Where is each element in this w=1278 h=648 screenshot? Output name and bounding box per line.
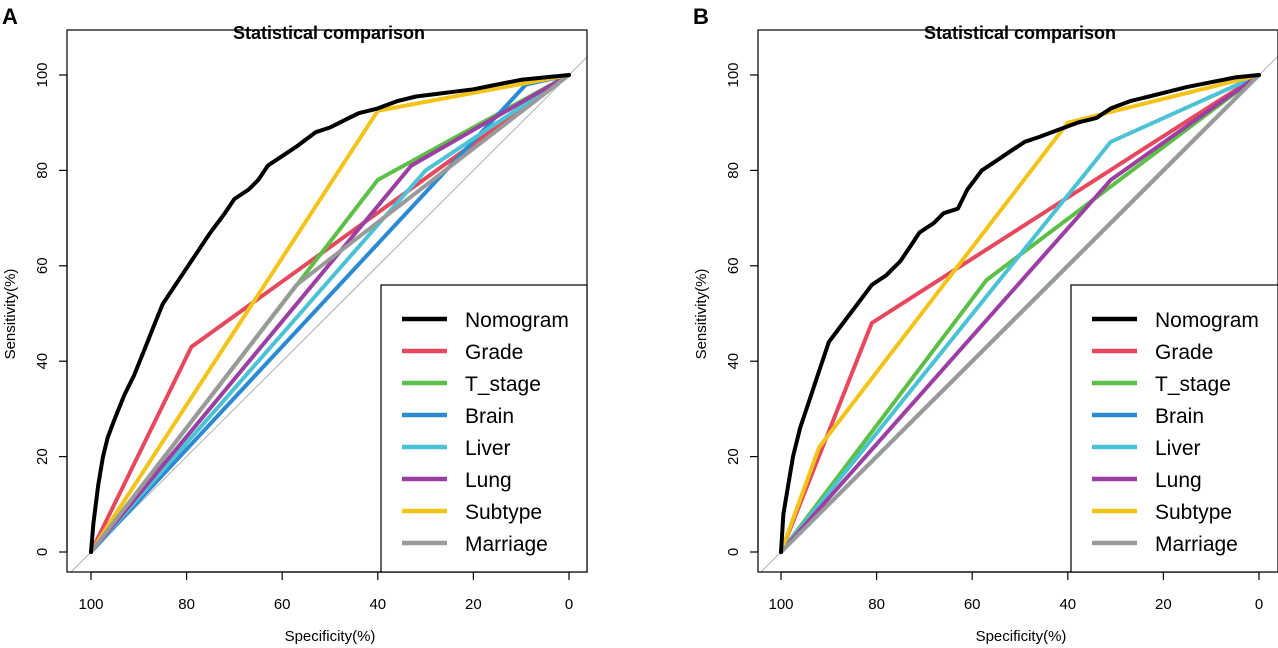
legend-label-subtype: Subtype xyxy=(465,501,542,524)
x-tick-label: 60 xyxy=(964,596,981,613)
legend-label-grade: Grade xyxy=(465,341,523,364)
y-tick-label: 100 xyxy=(725,62,742,87)
series-line-t-stage xyxy=(779,73,1261,554)
legend-label-liver: Liver xyxy=(465,437,511,460)
legend-label-nomogram: Nomogram xyxy=(1155,309,1259,332)
x-axis-label: Specificity(%) xyxy=(285,628,376,645)
y-tick-label: 40 xyxy=(725,353,742,370)
series-line-liver xyxy=(89,73,571,554)
series-line-nomogram xyxy=(779,73,1261,554)
x-tick-label: 0 xyxy=(565,596,573,613)
legend-box xyxy=(380,284,588,573)
x-tick-label: 20 xyxy=(1155,596,1172,613)
chart-title: Statistical comparison xyxy=(924,23,1116,43)
panel-a: A Statistical comparison 0 20 40 60 80 100 Sensi… xyxy=(2,4,588,645)
legend-label-marriage: Marriage xyxy=(1155,533,1238,556)
y-axis-label: Sensitivity(%) xyxy=(2,269,19,360)
series-line-marriage xyxy=(779,73,1261,554)
legend: Nomogram Grade T_stage Brain Liver Lung Subtyp… xyxy=(1070,284,1278,573)
legend-box xyxy=(1070,284,1278,573)
y-tick-label: 60 xyxy=(725,257,742,274)
series-line-subtype xyxy=(779,73,1261,554)
panel-b: B Statistical comparison 0 20 40 60 80 100 Sensi… xyxy=(693,4,1278,645)
y-tick-label: 60 xyxy=(34,257,51,274)
legend-label-brain: Brain xyxy=(1155,405,1204,428)
y-tick-label: 0 xyxy=(725,548,742,556)
y-tick-label: 40 xyxy=(34,353,51,370)
series-line-grade xyxy=(779,73,1261,554)
series-line-lung xyxy=(89,73,571,554)
legend-label-lung: Lung xyxy=(465,469,512,492)
y-tick-label: 80 xyxy=(34,162,51,179)
y-tick-label: 20 xyxy=(725,448,742,465)
legend-label-brain: Brain xyxy=(465,405,514,428)
x-tick-label: 100 xyxy=(78,596,103,613)
series-line-subtype xyxy=(89,73,571,554)
series-line-marriage xyxy=(89,73,571,554)
panel-label: A xyxy=(2,4,18,29)
legend-label-liver: Liver xyxy=(1155,437,1201,460)
x-tick-label: 80 xyxy=(868,596,885,613)
x-tick-label: 20 xyxy=(465,596,482,613)
x-tick-label: 0 xyxy=(1255,596,1263,613)
y-tick-label: 20 xyxy=(34,448,51,465)
legend-label-nomogram: Nomogram xyxy=(465,309,569,332)
y-tick-label: 100 xyxy=(34,62,51,87)
x-tick-label: 60 xyxy=(274,596,291,613)
series-line-grade xyxy=(89,73,571,554)
x-tick-label: 80 xyxy=(178,596,195,613)
legend-label-lung: Lung xyxy=(1155,469,1202,492)
chart-title: Statistical comparison xyxy=(233,23,425,43)
legend-label-t-stage: T_stage xyxy=(1155,373,1231,396)
legend-label-subtype: Subtype xyxy=(1155,501,1232,524)
x-tick-label: 40 xyxy=(1059,596,1076,613)
x-tick-label: 100 xyxy=(768,596,793,613)
legend-label-grade: Grade xyxy=(1155,341,1213,364)
panel-label: B xyxy=(693,4,709,29)
y-tick-label: 80 xyxy=(725,162,742,179)
series-line-liver xyxy=(779,73,1261,554)
legend: Nomogram Grade T_stage Brain Liver Lung Subtyp… xyxy=(380,284,588,573)
series-line-lung xyxy=(779,73,1261,554)
legend-label-marriage: Marriage xyxy=(465,533,548,556)
y-axis-label: Sensitivity(%) xyxy=(693,269,710,360)
x-tick-label: 40 xyxy=(369,596,386,613)
legend-label-t-stage: T_stage xyxy=(465,373,541,396)
series-line-nomogram xyxy=(89,73,571,554)
x-axis-label: Specificity(%) xyxy=(976,628,1067,645)
y-tick-label: 0 xyxy=(34,548,51,556)
